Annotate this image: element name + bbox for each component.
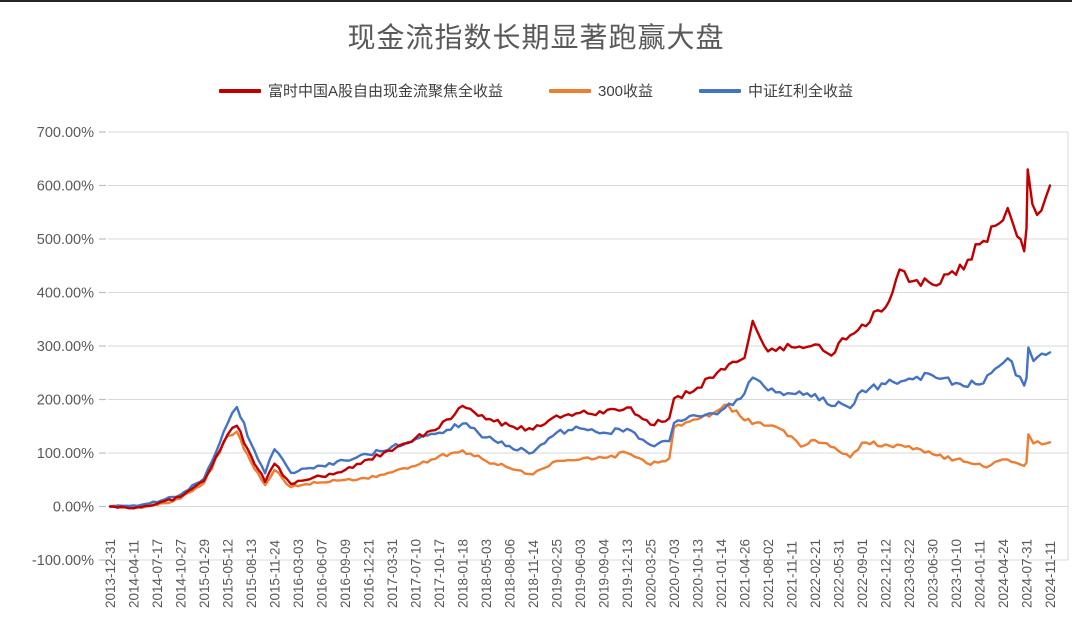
x-axis-label: 2020-07-03: [667, 539, 682, 608]
y-axis-label: 500.00%: [37, 232, 94, 248]
x-axis-label: 2015-11-24: [268, 539, 283, 608]
x-axis-label: 2017-10-17: [432, 539, 447, 608]
y-axis-label: -100.00%: [32, 553, 94, 569]
chart-legend: 富时中国A股自由现金流聚焦全收益 300收益 中证红利全收益: [0, 80, 1072, 101]
legend-label: 富时中国A股自由现金流聚焦全收益: [267, 83, 503, 100]
x-axis-label: 2023-06-30: [926, 539, 941, 608]
x-axis-label: 2018-01-18: [456, 539, 471, 608]
legend-item-2: 中证红利全收益: [699, 80, 853, 101]
x-axis-label: 2023-10-10: [949, 539, 964, 608]
y-axis-label: 0.00%: [53, 500, 94, 516]
x-axis-label: 2022-09-01: [855, 539, 870, 608]
x-axis-label: 2024-01-11: [973, 540, 988, 608]
legend-item-1: 300收益: [548, 80, 654, 101]
y-axis-label: 400.00%: [37, 286, 94, 302]
x-axis-label: 2013-12-31: [103, 539, 118, 608]
x-axis-label: 2014-10-27: [174, 539, 189, 608]
legend-label: 300收益: [597, 83, 654, 100]
y-axis-label: 600.00%: [37, 179, 94, 195]
x-axis-label: 2019-06-03: [573, 539, 588, 608]
x-axis-label: 2024-11-11: [1043, 541, 1058, 608]
legend-line-swatch: [699, 88, 742, 93]
x-axis-label: 2019-12-13: [620, 539, 635, 608]
x-axis-label: 2023-03-22: [902, 539, 917, 608]
y-axis-label: 100.00%: [37, 446, 94, 462]
y-axis-label: 300.00%: [37, 339, 94, 355]
x-axis-label: 2014-07-17: [150, 539, 165, 608]
x-axis-label: 2015-05-12: [221, 539, 236, 608]
x-axis-label: 2021-11-11: [785, 541, 800, 608]
x-axis-label: 2020-10-13: [691, 539, 706, 608]
x-axis-label: 2014-04-11: [127, 540, 142, 608]
x-axis-label: 2024-04-24: [996, 538, 1011, 608]
y-axis-label: 700.00%: [37, 125, 94, 141]
x-axis-label: 2018-08-06: [503, 539, 518, 608]
x-axis-label: 2022-05-31: [832, 539, 847, 608]
x-axis-label: 2017-03-31: [385, 539, 400, 608]
series-line-2: [108, 346, 1052, 509]
x-axis-label: 2017-07-10: [409, 539, 424, 608]
legend-item-0: 富时中国A股自由现金流聚焦全收益: [218, 80, 503, 101]
x-axis-label: 2019-02-25: [550, 539, 565, 608]
x-axis-label: 2022-12-12: [879, 539, 894, 608]
x-axis-label: 2015-08-13: [244, 539, 259, 608]
series-line-0: [108, 168, 1052, 510]
series-line-1: [108, 403, 1052, 510]
x-axis-label: 2018-05-03: [479, 539, 494, 608]
legend-line-swatch: [548, 88, 591, 93]
legend-label: 中证红利全收益: [748, 83, 854, 100]
x-axis-label: 2018-11-14: [526, 539, 541, 608]
x-axis-label: 2022-02-21: [808, 539, 823, 608]
top-border: [0, 0, 1072, 2]
x-axis-label: 2015-01-29: [197, 539, 212, 608]
x-axis-label: 2019-09-04: [597, 538, 612, 608]
legend-line-swatch: [218, 88, 261, 93]
x-axis-label: 2016-06-07: [315, 539, 330, 608]
x-axis-label: 2016-03-03: [291, 539, 306, 608]
x-axis-label: 2021-04-26: [738, 539, 753, 608]
x-axis-label: 2024-07-31: [1020, 539, 1035, 608]
x-axis-label: 2021-08-02: [761, 539, 776, 608]
x-axis-label: 2016-09-09: [338, 539, 353, 608]
x-axis-label: 2021-01-14: [714, 538, 729, 608]
x-axis-label: 2020-03-25: [644, 539, 659, 608]
chart-title: 现金流指数长期显著跑赢大盘: [347, 22, 725, 53]
y-axis-label: 200.00%: [37, 393, 94, 409]
x-axis-label: 2016-12-21: [362, 539, 377, 608]
